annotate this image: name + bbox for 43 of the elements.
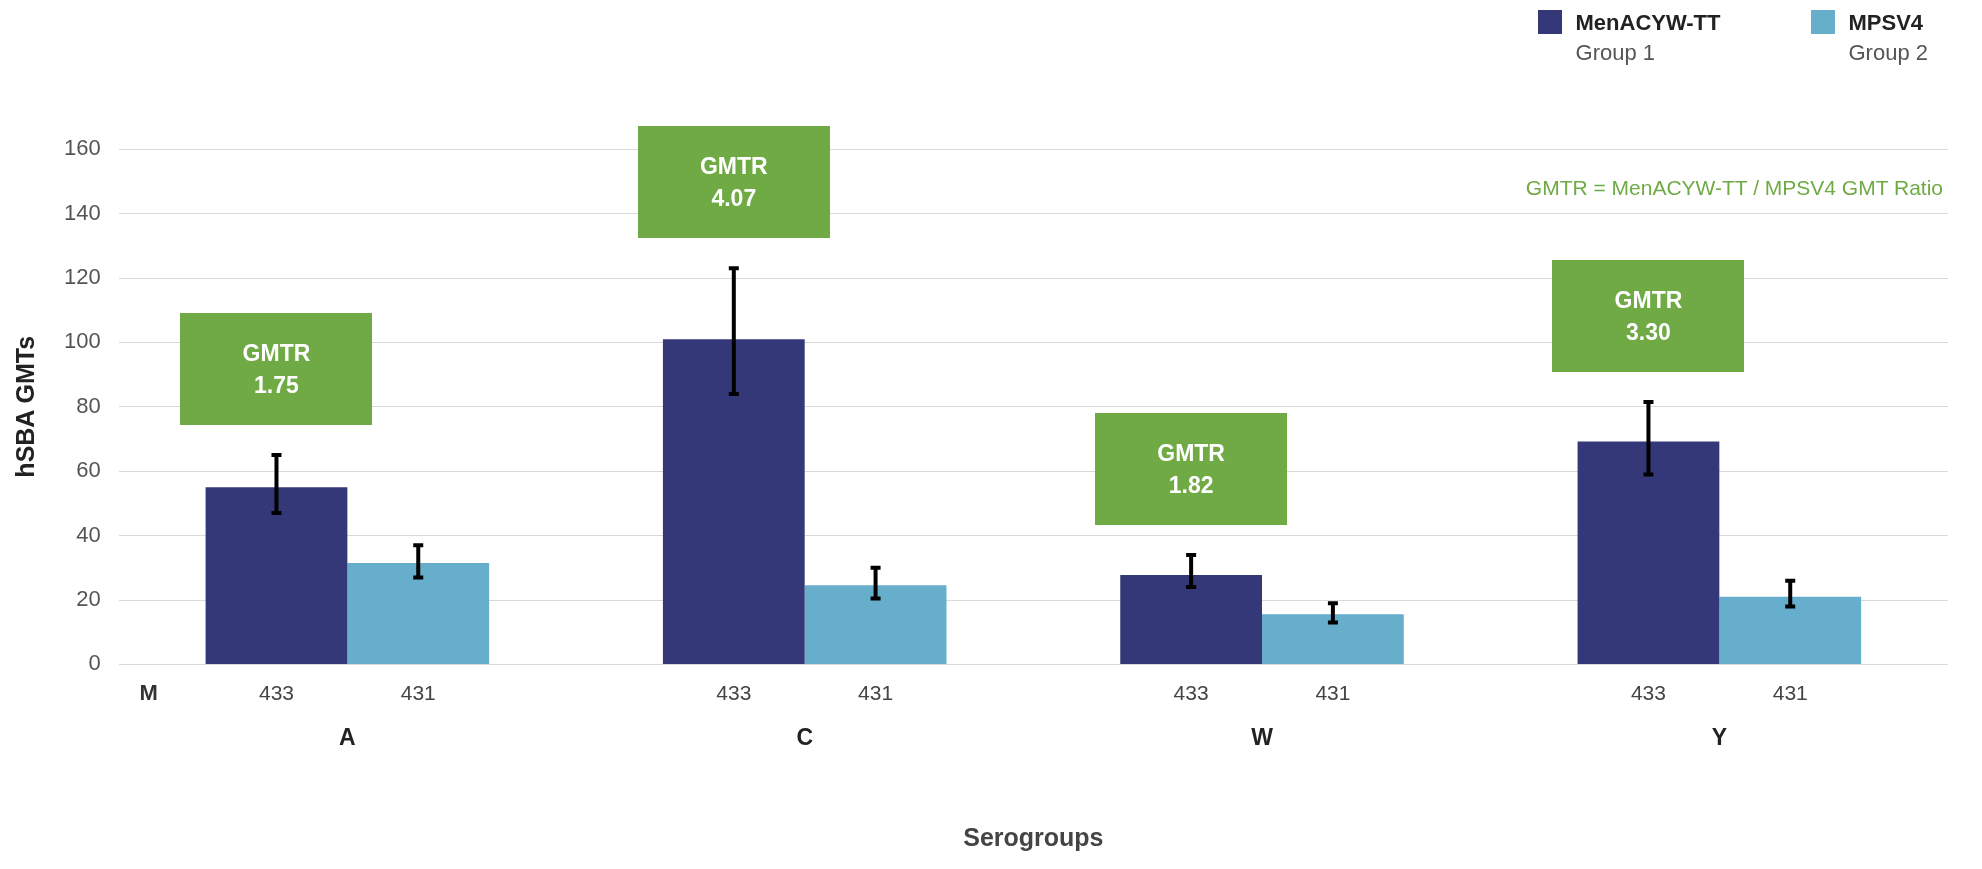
y-tick-label: 160 <box>63 135 101 161</box>
bar <box>662 339 805 664</box>
legend-label: MPSV4 Group 2 <box>1848 9 1928 67</box>
annotation: GMTR 1.82 <box>1157 438 1225 500</box>
y-tick-label: 80 <box>76 392 101 418</box>
annotation: GMTR 3.30 <box>1614 285 1683 347</box>
y-tick-label: 100 <box>63 328 101 354</box>
x-axis-title: Serogroups <box>963 822 1104 851</box>
x-tick-label: Y <box>1711 723 1728 750</box>
bar <box>347 562 490 664</box>
x-tick-label: A <box>339 723 356 750</box>
bar <box>804 585 947 664</box>
bar <box>205 487 348 664</box>
y-tick-label: 20 <box>76 586 101 612</box>
annotation: GMTR 4.07 <box>699 152 768 214</box>
bar <box>1262 614 1404 664</box>
label-box: GMTR 1.75 <box>180 313 373 426</box>
label-box: GMTR 1.82 <box>1095 412 1288 525</box>
annotation: GMTR 1.75 <box>242 339 311 401</box>
text: 433 <box>1630 681 1666 705</box>
bar <box>1719 596 1862 664</box>
text: M <box>139 680 158 706</box>
annotation: GMTR = MenACYW-TT / MPSV4 GMT Ratio <box>1525 176 1943 199</box>
y-tick-label: 60 <box>76 457 101 483</box>
text: 433 <box>1173 681 1209 705</box>
text: 433 <box>716 681 752 705</box>
y-tick-label: 140 <box>63 199 101 225</box>
bar <box>1577 441 1720 664</box>
y-tick-label: 0 <box>88 650 101 676</box>
x-tick-label: C <box>796 723 813 750</box>
bar <box>1120 574 1263 664</box>
x-tick-label: W <box>1251 723 1274 750</box>
y-axis-title: hSBA GMTs <box>10 335 39 478</box>
text: 431 <box>400 681 436 705</box>
text: 431 <box>1315 681 1351 705</box>
y-tick-label: 120 <box>63 264 101 290</box>
legend-label: MenACYW-TT Group 1 <box>1575 9 1721 67</box>
text: 431 <box>858 681 894 705</box>
label-box: GMTR 3.30 <box>1552 259 1745 372</box>
label-box: GMTR 4.07 <box>637 126 830 239</box>
y-tick-label: 40 <box>76 521 101 547</box>
text: 431 <box>1772 681 1808 705</box>
text: 433 <box>258 681 295 705</box>
